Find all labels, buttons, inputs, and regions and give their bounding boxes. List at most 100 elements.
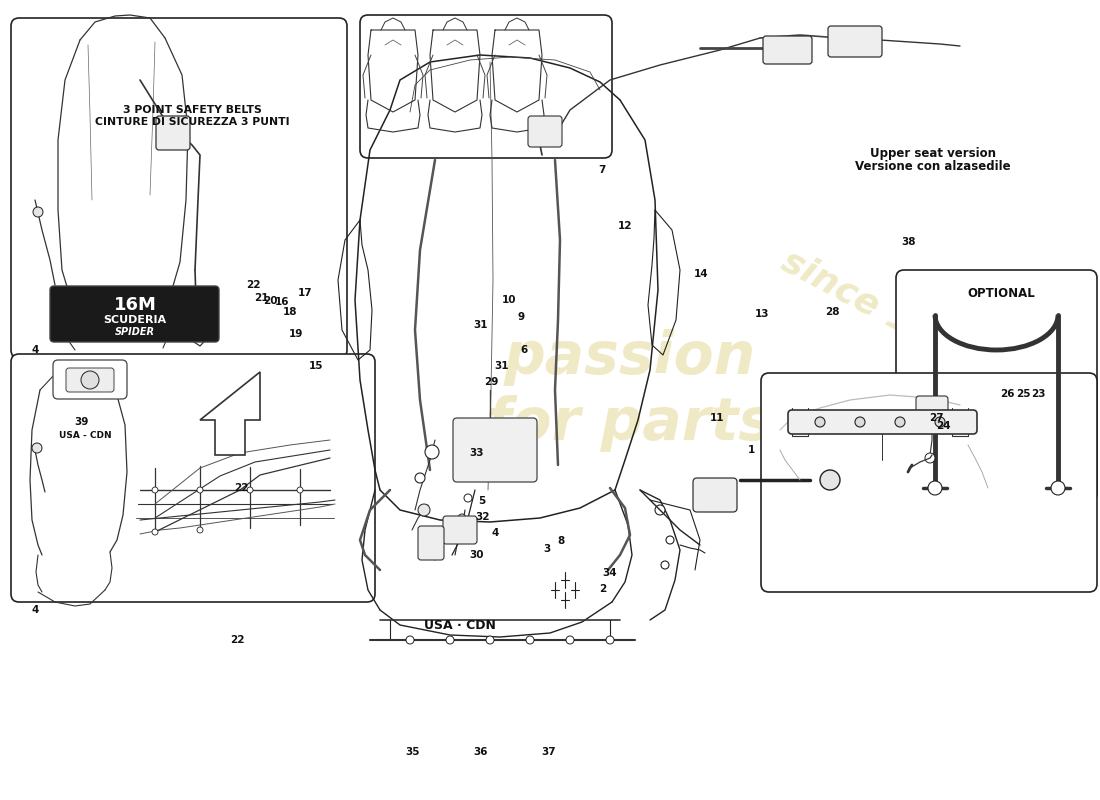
FancyBboxPatch shape	[156, 116, 190, 150]
Text: 3: 3	[543, 544, 550, 554]
Text: 15: 15	[308, 362, 323, 371]
Circle shape	[406, 636, 414, 644]
Text: 12: 12	[617, 222, 632, 231]
Circle shape	[425, 445, 439, 459]
Text: 21: 21	[254, 294, 270, 303]
Text: 24: 24	[936, 422, 952, 431]
Text: SCUDERIA: SCUDERIA	[103, 315, 166, 325]
Text: 6: 6	[520, 346, 527, 355]
Text: 33: 33	[469, 448, 484, 458]
FancyBboxPatch shape	[66, 368, 114, 392]
FancyBboxPatch shape	[53, 360, 126, 399]
FancyBboxPatch shape	[50, 286, 219, 342]
Text: 22: 22	[245, 280, 261, 290]
Circle shape	[661, 561, 669, 569]
Circle shape	[606, 636, 614, 644]
Text: Versione con alzasedile: Versione con alzasedile	[855, 160, 1011, 173]
Text: 25: 25	[1015, 390, 1031, 399]
Text: 11: 11	[710, 414, 725, 423]
FancyBboxPatch shape	[528, 116, 562, 147]
Text: 5: 5	[478, 496, 485, 506]
FancyBboxPatch shape	[761, 373, 1097, 592]
Text: 16M: 16M	[113, 296, 156, 314]
FancyBboxPatch shape	[418, 526, 444, 560]
Text: 37: 37	[541, 747, 557, 757]
Text: 16: 16	[274, 298, 289, 307]
Text: 28: 28	[825, 307, 840, 317]
Circle shape	[711, 491, 719, 499]
Circle shape	[928, 481, 942, 495]
Text: 8: 8	[558, 536, 564, 546]
Circle shape	[566, 636, 574, 644]
Text: 34: 34	[602, 568, 617, 578]
Text: USA · CDN: USA · CDN	[424, 619, 496, 632]
Circle shape	[81, 371, 99, 389]
Circle shape	[33, 207, 43, 217]
Circle shape	[855, 417, 865, 427]
FancyBboxPatch shape	[788, 410, 977, 434]
Circle shape	[418, 504, 430, 516]
Circle shape	[197, 487, 204, 493]
FancyBboxPatch shape	[828, 26, 882, 57]
Text: 7: 7	[598, 166, 605, 175]
FancyBboxPatch shape	[453, 418, 537, 482]
Text: 4: 4	[32, 605, 39, 614]
Text: 1: 1	[748, 446, 755, 455]
Text: 32: 32	[475, 512, 491, 522]
Text: 20: 20	[263, 296, 278, 306]
Text: SPIDER: SPIDER	[116, 327, 155, 337]
FancyBboxPatch shape	[916, 396, 948, 427]
Circle shape	[446, 636, 454, 644]
Circle shape	[935, 417, 945, 427]
Text: 30: 30	[469, 550, 484, 560]
Text: 29: 29	[484, 378, 499, 387]
Circle shape	[925, 453, 935, 463]
Circle shape	[815, 417, 825, 427]
FancyBboxPatch shape	[360, 15, 612, 158]
Text: 19: 19	[288, 330, 304, 339]
FancyBboxPatch shape	[11, 18, 346, 358]
Text: 38: 38	[901, 238, 916, 247]
Text: 9: 9	[518, 312, 525, 322]
Circle shape	[415, 473, 425, 483]
Circle shape	[458, 514, 466, 522]
Text: USA - CDN: USA - CDN	[59, 430, 112, 440]
Circle shape	[197, 527, 204, 533]
Text: 31: 31	[473, 320, 488, 330]
Text: 3 POINT SAFETY BELTS: 3 POINT SAFETY BELTS	[123, 106, 262, 115]
Circle shape	[297, 487, 302, 493]
Text: since 1985: since 1985	[776, 244, 984, 376]
Text: 35: 35	[405, 747, 420, 757]
Circle shape	[654, 505, 666, 515]
FancyBboxPatch shape	[896, 270, 1097, 502]
Text: CINTURE DI SICUREZZA 3 PUNTI: CINTURE DI SICUREZZA 3 PUNTI	[96, 118, 289, 127]
Text: 23: 23	[1031, 390, 1046, 399]
Circle shape	[486, 636, 494, 644]
Circle shape	[152, 487, 158, 493]
Text: 26: 26	[1000, 390, 1015, 399]
Text: 13: 13	[755, 310, 770, 319]
Text: 18: 18	[283, 307, 298, 317]
Circle shape	[248, 487, 253, 493]
Circle shape	[32, 443, 42, 453]
Text: 27: 27	[928, 414, 944, 423]
Text: 17: 17	[297, 288, 312, 298]
Text: 22: 22	[230, 635, 245, 645]
Text: passion
for parts: passion for parts	[486, 329, 773, 451]
Text: 39: 39	[74, 418, 89, 427]
Circle shape	[1050, 481, 1065, 495]
FancyBboxPatch shape	[763, 36, 812, 64]
Circle shape	[779, 44, 791, 56]
Text: 10: 10	[502, 295, 517, 305]
Text: 22: 22	[233, 483, 249, 493]
Text: 4: 4	[32, 346, 39, 355]
FancyBboxPatch shape	[443, 516, 477, 544]
Circle shape	[895, 417, 905, 427]
Text: 31: 31	[494, 362, 509, 371]
Text: 36: 36	[473, 747, 488, 757]
FancyBboxPatch shape	[693, 478, 737, 512]
Text: 4: 4	[492, 528, 498, 538]
Polygon shape	[200, 372, 260, 455]
Text: OPTIONAL: OPTIONAL	[967, 287, 1035, 300]
Text: Upper seat version: Upper seat version	[870, 147, 996, 160]
